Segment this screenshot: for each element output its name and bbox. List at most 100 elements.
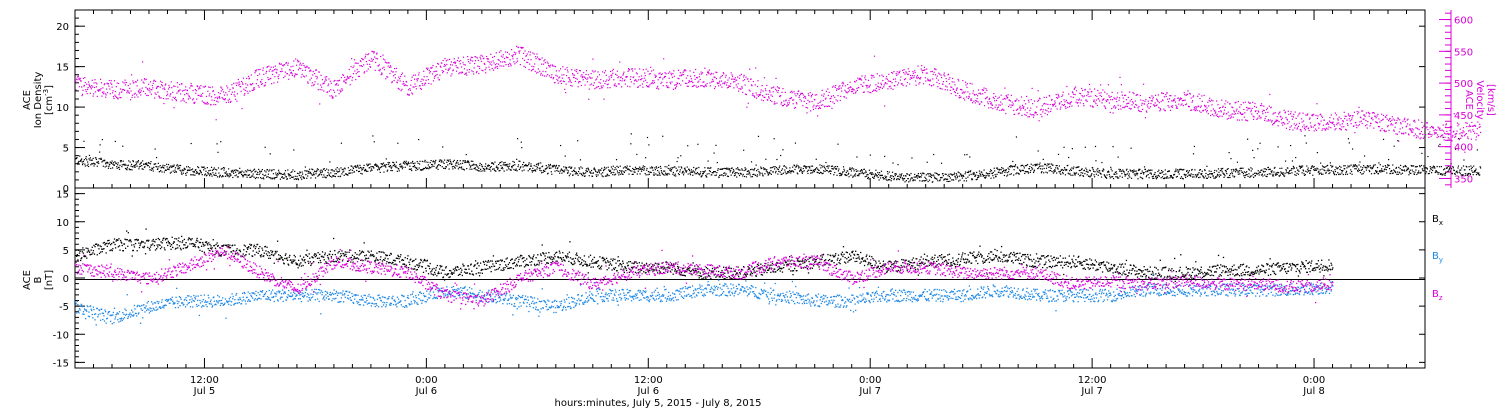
velocity-point	[1123, 101, 1125, 103]
density-point	[906, 173, 908, 175]
velocity-point	[132, 80, 134, 82]
velocity-point	[1108, 102, 1110, 104]
density-point	[581, 174, 583, 176]
velocity-point	[869, 91, 871, 94]
density-point	[815, 158, 817, 160]
density-point	[827, 165, 829, 167]
velocity-point	[1204, 106, 1206, 108]
velocity-point	[747, 102, 749, 104]
density-point	[426, 167, 429, 169]
density-point	[1118, 177, 1120, 179]
density-point	[154, 163, 156, 165]
velocity-point	[290, 71, 293, 73]
density-point	[1013, 174, 1015, 176]
density-point	[104, 159, 106, 161]
density-point	[653, 172, 655, 174]
velocity-point	[1178, 103, 1180, 105]
velocity-point	[294, 75, 296, 77]
density-point	[191, 168, 194, 170]
velocity-point	[535, 72, 538, 74]
density-point	[739, 169, 741, 171]
density-point	[105, 163, 107, 165]
velocity-point	[136, 94, 138, 96]
density-point	[736, 176, 738, 178]
density-point	[649, 171, 651, 173]
velocity-point	[664, 76, 666, 78]
velocity-point	[289, 69, 291, 71]
density-point	[639, 166, 641, 168]
velocity-point	[81, 86, 83, 88]
density-point	[590, 172, 592, 174]
velocity-point	[1161, 92, 1163, 94]
density-point	[1112, 176, 1114, 178]
velocity-point	[872, 74, 874, 77]
velocity-point	[181, 83, 183, 85]
density-point	[321, 171, 323, 173]
velocity-point	[537, 71, 539, 73]
density-point	[642, 165, 644, 167]
velocity-point	[403, 84, 405, 87]
velocity-point	[657, 85, 659, 87]
velocity-point	[120, 97, 122, 99]
density-point	[156, 166, 158, 168]
density-point	[1070, 174, 1072, 176]
density-point	[1091, 173, 1093, 175]
density-point	[949, 180, 951, 182]
velocity-point	[586, 81, 588, 83]
density-point	[605, 167, 607, 169]
density-point	[1094, 171, 1096, 173]
velocity-point	[209, 86, 211, 89]
velocity-point	[602, 85, 604, 87]
velocity-point	[1022, 107, 1024, 110]
velocity-point	[1069, 103, 1071, 105]
density-point	[1189, 174, 1191, 177]
density-point	[872, 176, 874, 178]
density-point	[126, 167, 128, 169]
velocity-point	[367, 68, 369, 70]
velocity-point	[752, 92, 754, 95]
velocity-point	[666, 81, 668, 84]
velocity-point	[844, 85, 846, 87]
density-point	[938, 173, 940, 176]
velocity-point	[323, 82, 325, 84]
density-point	[851, 167, 853, 169]
density-point	[480, 163, 483, 166]
velocity-point	[976, 100, 978, 102]
velocity-point	[1049, 103, 1051, 106]
density-point	[1077, 166, 1079, 168]
velocity-point	[853, 89, 855, 91]
density-point	[445, 166, 447, 168]
velocity-point	[1005, 94, 1007, 97]
velocity-point	[308, 70, 311, 72]
density-point	[875, 174, 877, 176]
velocity-point	[258, 86, 260, 88]
velocity-point	[941, 88, 943, 90]
density-point	[523, 169, 525, 171]
density-point	[723, 172, 725, 175]
density-point	[446, 159, 448, 161]
velocity-point	[830, 97, 832, 99]
density-point	[595, 174, 597, 176]
density-point	[498, 163, 500, 166]
velocity-point	[89, 85, 91, 87]
velocity-point	[504, 51, 507, 53]
velocity-point	[223, 98, 225, 101]
density-point	[490, 165, 492, 168]
density-point	[693, 166, 695, 169]
velocity-point	[1081, 89, 1084, 92]
velocity-point	[136, 85, 138, 87]
velocity-point	[1030, 107, 1032, 109]
velocity-point	[880, 84, 883, 86]
density-point	[1145, 171, 1147, 173]
velocity-point	[400, 90, 402, 92]
density-point	[682, 174, 685, 176]
density-point	[745, 168, 747, 170]
density-point	[214, 168, 216, 171]
velocity-point	[192, 98, 195, 100]
density-point	[670, 170, 672, 172]
density-point	[338, 168, 340, 170]
density-point	[1047, 163, 1049, 165]
density-point	[1180, 168, 1182, 170]
density-point	[919, 180, 921, 182]
